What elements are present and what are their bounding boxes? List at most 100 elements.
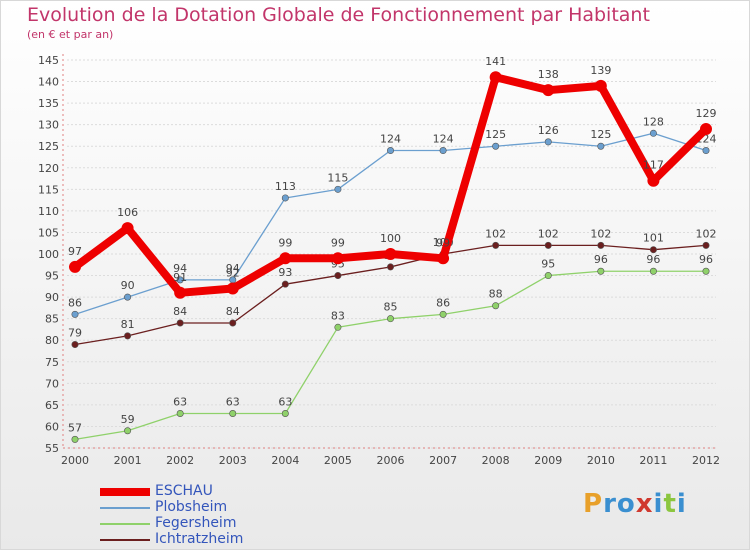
data-point-plobsheim <box>71 310 79 318</box>
data-point-fegersheim <box>544 272 552 280</box>
data-point-fegersheim <box>176 410 184 418</box>
data-point-fegersheim <box>492 302 500 310</box>
data-label-eschau: 100 <box>380 232 401 245</box>
legend-label: Ichtratzheim <box>155 531 244 547</box>
data-point-fegersheim <box>439 310 447 318</box>
data-label-plobsheim: 86 <box>68 296 82 309</box>
brand-letter: r <box>603 489 617 519</box>
y-tick-label: 55 <box>45 442 59 455</box>
data-point-fegersheim <box>334 323 342 331</box>
data-label-fegersheim: 83 <box>331 309 345 322</box>
data-point-fegersheim <box>702 267 710 275</box>
data-label-plobsheim: 94 <box>226 262 240 275</box>
x-tick-label: 2000 <box>61 454 89 467</box>
data-label-ichtratzheim: 102 <box>485 227 506 240</box>
data-label-plobsheim: 113 <box>275 180 296 193</box>
x-tick-label: 2005 <box>324 454 352 467</box>
data-label-eschau: 92 <box>226 266 240 279</box>
x-tick-label: 2009 <box>534 454 562 467</box>
y-tick-label: 145 <box>38 54 59 67</box>
data-point-plobsheim <box>702 147 710 155</box>
y-tick-label: 90 <box>45 291 59 304</box>
y-tick-label: 115 <box>38 183 59 196</box>
y-tick-label: 125 <box>38 140 59 153</box>
data-label-eschau: 91 <box>173 271 187 284</box>
data-point-plobsheim <box>544 138 552 146</box>
y-tick-label: 120 <box>38 162 59 175</box>
x-tick-label: 2003 <box>219 454 247 467</box>
data-label-plobsheim: 126 <box>538 124 559 137</box>
data-label-fegersheim: 63 <box>278 396 292 409</box>
data-point-ichtratzheim <box>281 280 289 288</box>
data-point-fegersheim <box>124 427 132 435</box>
series-line-plobsheim <box>74 132 707 316</box>
brand-letter: x <box>635 489 654 519</box>
data-point-eschau <box>594 79 607 92</box>
data-label-plobsheim: 115 <box>327 171 348 184</box>
y-tick-label: 95 <box>45 270 59 283</box>
data-point-fegersheim <box>281 410 289 418</box>
legend-label: Plobsheim <box>155 499 228 515</box>
brand-letter: i <box>653 489 664 519</box>
legend-swatch <box>100 539 150 541</box>
data-label-plobsheim: 124 <box>433 133 454 146</box>
data-label-fegersheim: 88 <box>489 288 503 301</box>
data-point-eschau <box>174 286 187 299</box>
x-tick-label: 2010 <box>587 454 615 467</box>
data-point-plobsheim <box>334 185 342 193</box>
data-label-ichtratzheim: 102 <box>590 227 611 240</box>
data-point-fegersheim <box>597 267 605 275</box>
data-label-fegersheim: 63 <box>226 396 240 409</box>
y-tick-label: 135 <box>38 97 59 110</box>
data-label-plobsheim: 124 <box>380 133 401 146</box>
legend-label: Fegersheim <box>155 515 237 531</box>
brand-letter: i <box>676 489 687 519</box>
data-label-eschau: 129 <box>696 107 717 120</box>
data-point-eschau <box>121 222 134 235</box>
legend-swatch <box>100 488 150 496</box>
data-label-fegersheim: 96 <box>594 253 608 266</box>
data-label-fegersheim: 86 <box>436 296 450 309</box>
x-tick-label: 2002 <box>166 454 194 467</box>
x-tick-label: 2001 <box>114 454 142 467</box>
legend-swatch <box>100 507 150 509</box>
y-tick-label: 130 <box>38 119 59 132</box>
chart-subtitle: (en € et par an) <box>27 28 114 41</box>
data-point-plobsheim <box>597 142 605 150</box>
data-label-plobsheim: 125 <box>590 128 611 141</box>
brand-letter: o <box>616 489 636 519</box>
legend-label: ESCHAU <box>155 483 213 499</box>
data-point-plobsheim <box>649 129 657 137</box>
data-label-fegersheim: 96 <box>699 253 713 266</box>
data-point-ichtratzheim <box>176 319 184 327</box>
data-point-ichtratzheim <box>597 241 605 249</box>
data-label-fegersheim: 95 <box>541 258 555 271</box>
data-point-eschau <box>647 174 660 187</box>
data-point-plobsheim <box>439 147 447 155</box>
data-label-ichtratzheim: 84 <box>173 305 187 318</box>
data-label-fegersheim: 57 <box>68 421 82 434</box>
data-point-ichtratzheim <box>386 263 394 271</box>
y-tick-label: 70 <box>45 377 59 390</box>
data-label-plobsheim: 94 <box>173 262 187 275</box>
data-label-ichtratzheim: 79 <box>68 327 82 340</box>
y-tick-label: 140 <box>38 76 59 89</box>
data-label-ichtratzheim: 84 <box>226 305 240 318</box>
data-point-plobsheim <box>176 276 184 284</box>
x-tick-label: 2004 <box>271 454 299 467</box>
data-point-fegersheim <box>71 435 79 443</box>
y-tick-label: 60 <box>45 420 59 433</box>
y-tick-label: 105 <box>38 226 59 239</box>
x-tick-label: 2012 <box>692 454 720 467</box>
data-point-ichtratzheim <box>649 246 657 254</box>
x-tick-label: 2006 <box>377 454 405 467</box>
data-label-eschau: 117 <box>643 159 664 172</box>
data-label-eschau: 106 <box>117 206 138 219</box>
data-point-plobsheim <box>281 194 289 202</box>
data-point-plobsheim <box>492 142 500 150</box>
chart-title: Evolution de la Dotation Globale de Fonc… <box>27 4 650 26</box>
brand-letter: P <box>583 489 604 519</box>
y-tick-label: 110 <box>38 205 59 218</box>
